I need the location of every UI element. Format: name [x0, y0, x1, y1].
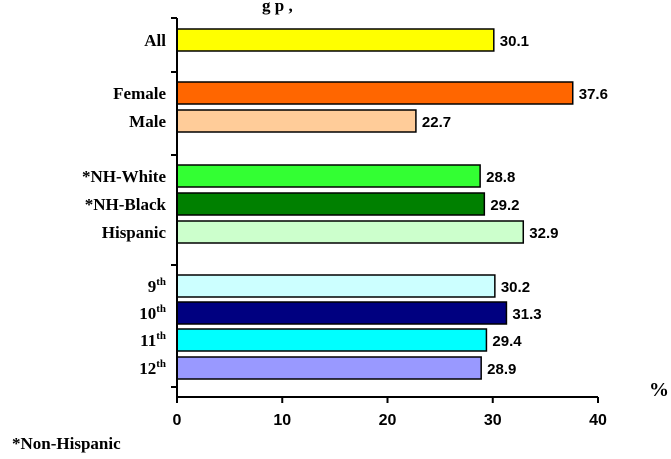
- footnote: *Non-Hispanic: [12, 434, 121, 453]
- value-label-7: 31.3: [512, 306, 541, 323]
- x-tick-label-4: 40: [589, 412, 607, 429]
- value-label-4: 29.2: [490, 197, 519, 214]
- category-label-9: 12th: [139, 358, 166, 378]
- value-label-8: 29.4: [492, 333, 522, 350]
- x-tick-label-0: 0: [173, 412, 182, 429]
- category-label-0: All: [144, 31, 166, 50]
- category-label-5: Hispanic: [102, 223, 167, 242]
- category-label-4: *NH-Black: [85, 195, 167, 214]
- value-label-3: 28.8: [486, 169, 515, 186]
- x-tick-label-1: 10: [273, 412, 291, 429]
- value-label-9: 28.9: [487, 361, 516, 378]
- bar-6: [176, 274, 496, 298]
- bar-1: [176, 81, 574, 105]
- value-label-6: 30.2: [501, 279, 530, 296]
- bar-9: [176, 356, 482, 380]
- category-label-1: Female: [113, 84, 166, 103]
- category-label-3: *NH-White: [82, 167, 167, 186]
- value-label-1: 37.6: [579, 86, 608, 103]
- category-label-6: 9th: [148, 276, 166, 296]
- x-tick-label-3: 30: [484, 412, 502, 429]
- bar-7: [176, 301, 508, 325]
- chart-title-fragment: g p ,: [262, 0, 293, 15]
- value-label-2: 22.7: [422, 114, 451, 131]
- bar-4: [176, 192, 486, 216]
- x-tick-label-2: 20: [379, 412, 397, 429]
- bar-2: [176, 109, 417, 133]
- bar-5: [176, 220, 525, 244]
- x-axis: 0 10 20 30 40: [171, 17, 607, 429]
- category-label-8: 11th: [140, 330, 166, 350]
- bar-8: [176, 328, 488, 352]
- value-label-0: 30.1: [500, 33, 529, 50]
- value-label-5: 32.9: [529, 225, 558, 242]
- category-label-7: 10th: [139, 303, 166, 323]
- bar-3: [176, 164, 481, 188]
- bars-layer: 30.1 All 37.6 Female 22.7 Male 28.8 *NH-White 29…: [82, 28, 608, 380]
- category-label-2: Male: [129, 112, 166, 131]
- x-axis-unit-label: %: [649, 379, 669, 401]
- bar-0: [176, 28, 495, 52]
